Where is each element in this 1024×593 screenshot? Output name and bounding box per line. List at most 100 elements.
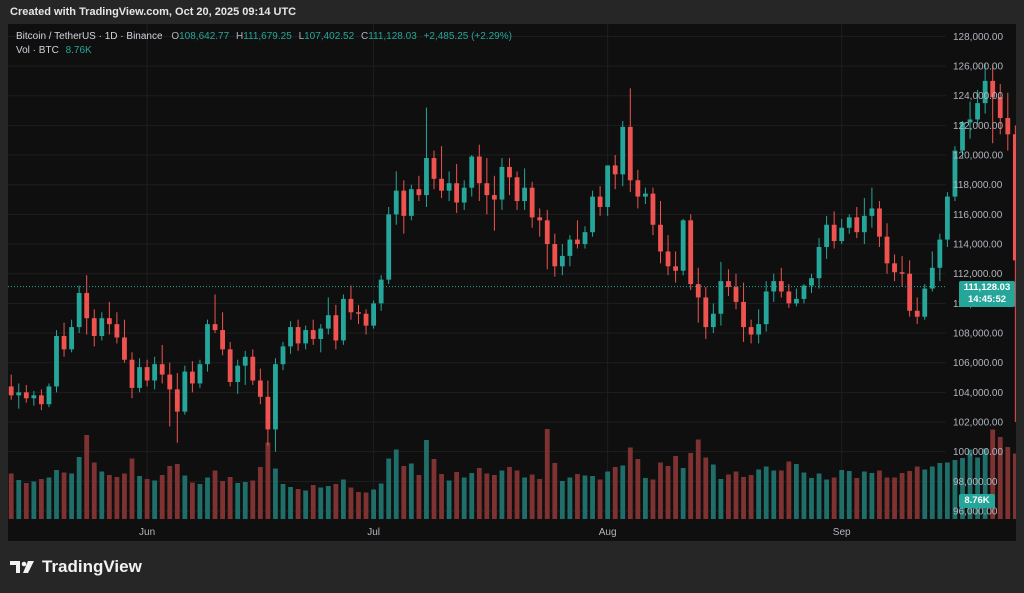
candle[interactable] [688,214,694,291]
candle[interactable] [748,319,754,344]
candle[interactable] [242,350,248,385]
candle[interactable] [386,206,392,285]
candle[interactable] [235,359,241,394]
candle[interactable] [695,267,701,323]
candle[interactable] [220,312,225,356]
candle[interactable] [416,175,422,202]
candle[interactable] [54,330,59,393]
candle[interactable] [990,66,996,144]
candle[interactable] [46,383,52,408]
candle[interactable] [190,361,195,393]
candle[interactable] [393,171,399,225]
candle[interactable] [16,383,22,409]
candle[interactable] [461,180,467,210]
candle[interactable] [710,303,716,334]
candle[interactable] [952,146,958,202]
candle[interactable] [348,285,354,320]
candle[interactable] [106,301,112,335]
candle[interactable] [325,297,331,335]
candle[interactable] [507,158,512,196]
candle[interactable] [544,209,550,270]
candle[interactable] [310,319,316,345]
candle[interactable] [424,107,429,207]
candle[interactable] [23,384,29,403]
candle[interactable] [408,184,414,221]
candle[interactable] [318,324,324,353]
candle[interactable] [84,275,90,335]
candle[interactable] [401,180,407,234]
candle[interactable] [476,144,482,202]
candle[interactable] [612,155,618,190]
candle[interactable] [431,150,437,190]
candle[interactable] [356,304,361,325]
candle[interactable] [273,358,278,452]
volume-label[interactable]: Vol · BTC [16,45,59,56]
candle[interactable] [69,319,74,353]
candle[interactable] [703,287,709,339]
candle[interactable] [778,267,784,298]
candle[interactable] [869,187,875,228]
candle[interactable] [552,233,558,277]
candle[interactable] [31,390,37,406]
candle[interactable] [892,254,897,282]
candle[interactable] [861,198,867,245]
candle[interactable] [537,208,543,237]
candle[interactable] [650,187,656,236]
candle[interactable] [929,251,935,292]
candle[interactable] [771,273,777,302]
candle[interactable] [469,155,475,197]
candle[interactable] [250,349,256,385]
candle[interactable] [756,309,762,344]
candle[interactable] [1005,92,1011,151]
candle[interactable] [831,211,837,249]
candle[interactable] [129,352,135,399]
candle[interactable] [76,285,82,334]
candle[interactable] [99,312,105,341]
candle[interactable] [1012,125,1016,423]
candle[interactable] [212,294,218,334]
candle[interactable] [635,169,641,209]
candle[interactable] [960,120,965,159]
candle[interactable] [605,165,611,216]
candle[interactable] [884,223,890,274]
candle[interactable] [982,63,988,114]
candle[interactable] [122,319,127,363]
candle[interactable] [824,215,829,259]
candle[interactable] [61,322,67,357]
candle[interactable] [809,273,814,293]
candle[interactable] [137,358,142,393]
candle[interactable] [159,344,165,384]
candle[interactable] [846,214,852,234]
candle[interactable] [658,201,663,264]
candle[interactable] [597,186,603,216]
candle[interactable] [492,175,497,231]
candle[interactable] [333,304,339,350]
candle[interactable] [265,380,271,446]
candle[interactable] [726,269,731,296]
candle[interactable] [899,255,905,288]
candle[interactable] [8,374,14,400]
candle[interactable] [582,226,588,249]
candle[interactable] [378,275,384,311]
candle[interactable] [144,359,150,387]
candle[interactable] [167,362,173,427]
candle[interactable] [295,319,301,351]
candle[interactable] [567,235,573,267]
tradingview-logo[interactable]: TradingView [10,557,142,577]
candle[interactable] [529,181,535,228]
candle[interactable] [937,233,943,282]
candle[interactable] [997,83,1003,135]
candle[interactable] [786,284,792,308]
candle[interactable] [763,281,769,332]
candle[interactable] [877,201,882,248]
candle[interactable] [182,365,188,415]
candle[interactable] [152,356,158,390]
candle[interactable] [39,389,44,411]
candle[interactable] [718,261,724,326]
candle[interactable] [341,294,346,345]
candle[interactable] [816,238,822,289]
candle[interactable] [499,158,505,210]
candle[interactable] [975,89,980,124]
symbol-name[interactable]: Bitcoin / TetherUS · 1D · Binance [16,31,163,42]
candle[interactable] [522,168,527,210]
